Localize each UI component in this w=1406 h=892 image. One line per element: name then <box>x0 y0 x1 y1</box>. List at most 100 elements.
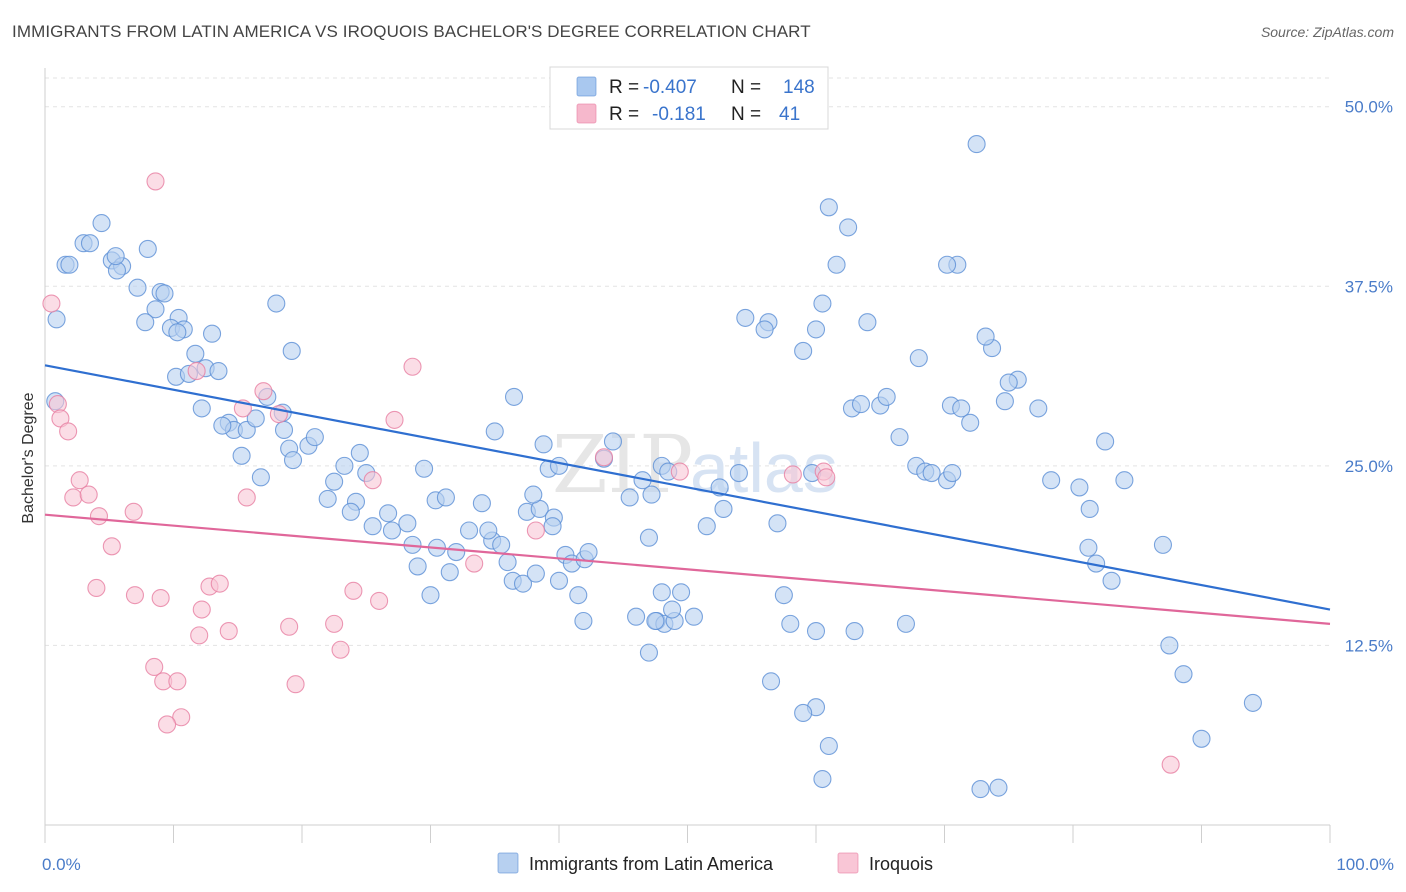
latin-america-point <box>80 234 100 253</box>
iroquois-point <box>670 462 689 481</box>
y-tick-label: 50.0% <box>1345 98 1393 117</box>
latin-america-point <box>543 517 562 536</box>
latin-america-point <box>415 459 434 478</box>
latin-america-point <box>761 672 781 691</box>
latin-america-point <box>1102 571 1121 590</box>
iroquois-point <box>237 488 256 507</box>
latin-america-point <box>813 769 832 789</box>
latin-america-point <box>283 451 303 470</box>
grid-lines <box>45 77 1330 646</box>
latin-america-point <box>436 488 455 507</box>
latin-america-point <box>620 488 639 507</box>
iroquois-point <box>124 502 143 521</box>
latin-america-point <box>447 543 466 562</box>
iroquois-point <box>146 172 165 191</box>
legend: Immigrants from Latin America Iroquois <box>497 852 933 874</box>
stats-r-label: R = <box>609 77 639 98</box>
latin-america-point <box>325 472 344 491</box>
latin-america-point <box>232 446 251 465</box>
latin-america-point <box>524 485 543 504</box>
latin-america-point <box>1174 665 1193 684</box>
latin-america-point <box>819 198 838 217</box>
latin-america-point <box>877 387 896 406</box>
stats-r-value: -0.181 <box>652 104 706 125</box>
latin-america-point <box>794 341 813 360</box>
latin-america-point <box>579 543 598 562</box>
latin-america-point <box>398 514 417 533</box>
latin-america-point <box>128 278 147 297</box>
latin-america-point <box>534 435 553 454</box>
latin-america-point <box>203 324 222 343</box>
latin-america-point <box>192 399 211 418</box>
iroquois-point <box>158 715 177 734</box>
latin-america-point <box>806 622 826 641</box>
iroquois-point <box>190 626 209 645</box>
latin-america-point <box>967 135 986 154</box>
latin-america-point <box>382 521 402 540</box>
stats-box: R = -0.407 N = 148 R = -0.181 N = 41 <box>549 66 829 130</box>
watermark: ZIP atlas <box>552 418 838 511</box>
latin-america-point <box>1153 535 1172 554</box>
latin-america-point <box>1029 399 1048 418</box>
latin-america-point <box>47 310 66 329</box>
latin-america-point <box>943 463 962 483</box>
stats-swatch-pink <box>576 103 597 124</box>
latin-america-point <box>961 413 980 432</box>
latin-america-point <box>526 564 545 583</box>
legend-label-latin-america: Immigrants from Latin America <box>529 854 774 874</box>
latin-america-point <box>251 468 270 487</box>
source-label: Source: ZipAtlas.com <box>1260 24 1394 40</box>
latin-america-point <box>697 517 716 536</box>
latin-america-point <box>92 214 111 233</box>
latin-america-point <box>896 614 916 633</box>
iroquois-point <box>64 488 83 507</box>
latin-america-point <box>513 574 533 593</box>
latin-america-point <box>363 517 382 536</box>
latin-america-point <box>274 420 294 440</box>
iroquois-point <box>87 578 106 598</box>
y-axis-label: Bachelor's Degree <box>20 392 37 523</box>
latin-america-point <box>485 422 504 441</box>
iroquois-point <box>783 465 802 484</box>
latin-america-point <box>729 463 748 483</box>
latin-america-point <box>1243 693 1262 712</box>
latin-america-point <box>938 255 957 274</box>
iroquois-point <box>192 600 211 619</box>
latin-america-point <box>851 395 871 414</box>
latin-america-point <box>408 557 427 576</box>
iroquois-point <box>102 537 121 556</box>
latin-america-point <box>1070 478 1089 497</box>
latin-america-point <box>672 583 691 602</box>
stats-n-value: 41 <box>779 104 800 125</box>
latin-america-point <box>909 349 928 368</box>
x-tick-label: 0.0% <box>42 855 81 874</box>
y-tick-label: 25.0% <box>1345 457 1393 476</box>
latin-america-point <box>1115 471 1134 490</box>
axes <box>44 68 1331 843</box>
latin-america-point <box>549 571 569 590</box>
latin-america-point <box>819 736 838 756</box>
iroquois-point <box>70 471 89 490</box>
iroquois-point <box>42 294 61 313</box>
latin-america-point <box>845 622 864 641</box>
latin-america-point <box>379 504 398 523</box>
latin-america-point <box>976 327 995 346</box>
iroquois-point <box>526 521 545 540</box>
latin-america-point <box>282 341 301 360</box>
latin-america-point <box>155 284 174 303</box>
iroquois-point <box>286 675 305 694</box>
y-tick-label: 12.5% <box>1345 636 1393 655</box>
latin-america-point <box>755 320 774 339</box>
latin-america-point <box>186 344 205 363</box>
latin-america-point <box>60 255 79 274</box>
latin-america-point <box>922 463 941 483</box>
latin-america-point <box>768 514 787 533</box>
latin-america-point <box>714 499 733 519</box>
stats-n-label: N = <box>731 104 761 125</box>
iroquois-point <box>594 448 614 467</box>
latin-america-point <box>549 456 569 475</box>
iroquois-point <box>125 586 144 605</box>
latin-america-point <box>995 392 1014 411</box>
latin-america-point <box>603 432 623 451</box>
